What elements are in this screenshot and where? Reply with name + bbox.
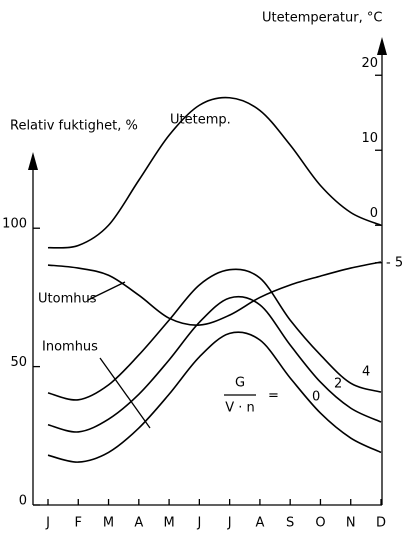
y-tick-label: 100: [2, 217, 27, 232]
line: [47, 295, 382, 433]
annotation: V · n: [225, 401, 255, 416]
annotation: Inomhus: [42, 340, 98, 355]
x-tick-label: O: [315, 516, 325, 531]
y2-tick-label: - 5: [386, 255, 403, 270]
series-label: Utetemp.: [170, 113, 231, 128]
x-tick-label: M: [163, 516, 174, 531]
pointer: [99, 357, 151, 429]
x-tick-label: F: [75, 516, 82, 531]
y-tick-label: 50: [10, 355, 27, 370]
x-tick-label: S: [286, 516, 294, 531]
x-tick-label: J: [196, 516, 201, 531]
y2-tick-label: 10: [361, 131, 378, 146]
y-tick-label: 0: [19, 494, 27, 509]
y-axis-label: Relativ fuktighet, %: [10, 119, 138, 134]
x-tick-label: J: [45, 516, 50, 531]
pointer: [87, 281, 126, 301]
line: [47, 96, 382, 249]
line: [47, 261, 382, 326]
x-tick-label: A: [255, 516, 264, 531]
annotation: =: [268, 389, 279, 404]
x-tick-label: J: [227, 516, 232, 531]
x-tick-label: N: [346, 516, 356, 531]
line: [47, 331, 382, 463]
x-tick-label: M: [103, 516, 114, 531]
y-axis-arrow: [28, 152, 38, 170]
series-label: 4: [362, 365, 370, 380]
series-label: 2: [334, 377, 342, 392]
x-tick-label: D: [376, 516, 386, 531]
x-tick-label: A: [134, 516, 143, 531]
y2-axis-label: Utetemperatur, °C: [262, 11, 382, 26]
y2-axis-arrow: [377, 37, 387, 55]
series-label: 0: [312, 390, 320, 405]
line: [47, 268, 382, 401]
series-label: Utomhus: [38, 292, 97, 307]
annotation: G: [235, 376, 245, 391]
y2-tick-label: 0: [370, 206, 378, 221]
y2-tick-label: 20: [361, 56, 378, 71]
